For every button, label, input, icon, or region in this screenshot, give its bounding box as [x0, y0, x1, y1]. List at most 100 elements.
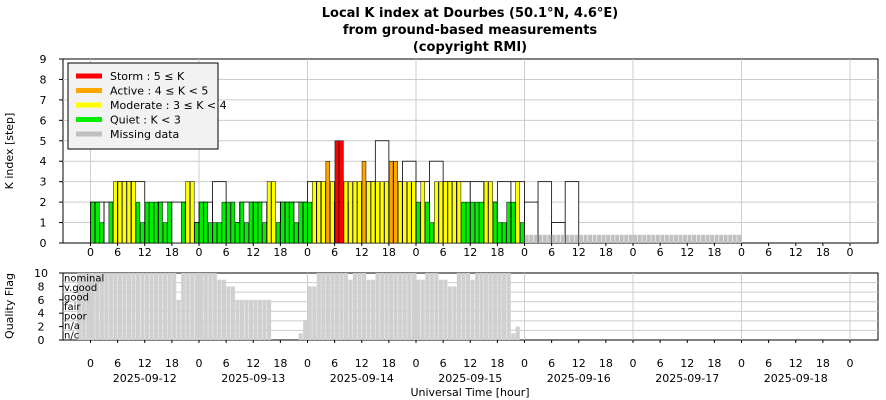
k-bar-1hour — [262, 222, 267, 244]
k-bar-1hour — [108, 201, 114, 244]
k-bar-missing — [606, 234, 611, 243]
k-x-tick-label: 6 — [548, 246, 555, 259]
q-x-tick-label: 6 — [223, 357, 230, 370]
k-bar-missing — [610, 234, 615, 243]
k-bar-1hour — [140, 222, 145, 244]
k-bar-missing — [583, 234, 588, 243]
quality-bar — [348, 279, 353, 340]
k-bar-missing — [633, 234, 638, 243]
k-bar-1hour — [384, 181, 389, 244]
quality-bar — [81, 273, 86, 340]
quality-bar — [420, 279, 425, 340]
date-label: 2025-09-14 — [330, 372, 394, 385]
quality-bar — [239, 299, 245, 340]
quality-bar — [361, 273, 367, 340]
k-x-tick-label: 12 — [572, 246, 586, 259]
q-x-tick-label: 18 — [273, 357, 287, 370]
k-bar-1hour — [289, 201, 294, 244]
quality-bar — [135, 273, 141, 340]
quality-bar — [497, 273, 502, 340]
quality-bar — [253, 299, 258, 340]
quality-bar — [140, 273, 145, 340]
q-x-tick-label: 0 — [521, 357, 528, 370]
k-bar-missing — [542, 234, 547, 243]
quality-bar — [425, 273, 430, 340]
quality-bars — [77, 273, 520, 340]
quality-x-ticks: 0 6 12 18 0 6 12 18 0 6 12 18 0 6 12 18 0 6 12 18 0 6 12 18 0 6 12… — [87, 340, 854, 370]
k-x-tick-label: 12 — [789, 246, 803, 259]
k-bar-1hour — [357, 181, 362, 244]
quality-bar — [257, 299, 263, 340]
k-bar-1hour — [352, 181, 358, 244]
quality-bar — [456, 273, 462, 340]
k-bar-1hour — [343, 181, 349, 244]
k-bar-1hour — [366, 181, 371, 244]
q-x-tick-label: 0 — [196, 357, 203, 370]
k-bar-missing — [624, 234, 629, 243]
k-bar-missing — [538, 234, 543, 243]
k-bar-1hour — [402, 181, 407, 244]
k-y-ticks: 0 1 2 3 4 5 6 7 8 9 — [40, 53, 63, 250]
quality-bar — [493, 273, 498, 340]
quality-bar — [303, 319, 308, 340]
quality-bar — [203, 273, 208, 340]
k-x-tick-label: 18 — [599, 246, 613, 259]
k-bar-1hour — [492, 201, 498, 244]
k-x-tick-label: 18 — [382, 246, 396, 259]
k-y-tick-label: 9 — [40, 53, 47, 66]
quality-category-label: fair — [64, 302, 81, 313]
quality-category-label: good — [64, 292, 89, 303]
quality-bar — [321, 273, 326, 340]
quality-bar — [99, 273, 104, 340]
k-x-tick-label: 18 — [490, 246, 504, 259]
k-bar-1hour — [221, 201, 227, 244]
quality-bar — [488, 273, 493, 340]
k-bar-missing — [597, 234, 602, 243]
k-bar-1hour — [199, 201, 204, 244]
k-bar-1hour — [190, 181, 195, 244]
quality-bar — [447, 286, 452, 340]
k-bar-1hour — [203, 201, 208, 244]
k-bar-missing — [687, 234, 692, 243]
k-bar-missing — [673, 234, 678, 243]
q-x-tick-label: 12 — [246, 357, 260, 370]
q-y-tick-label: 4 — [38, 307, 45, 320]
k-bar-missing — [560, 234, 565, 243]
k-bar-missing — [574, 234, 579, 243]
quality-bar — [226, 286, 231, 340]
k-bar-missing — [551, 234, 556, 243]
k-x-ticks: 0 6 12 18 0 6 12 18 0 6 12 18 0 6 12 18 0 6 12 18 0 6 12 18 0 6 12… — [87, 243, 854, 259]
k-bar-1hour — [239, 201, 245, 244]
quality-bar — [117, 273, 122, 340]
k-bar-missing — [710, 234, 715, 243]
legend-label-quiet: Quiet : K < 3 — [110, 114, 181, 127]
k-x-tick-label: 12 — [138, 246, 152, 259]
legend-label-active: Active : 4 ≤ K < 5 — [110, 85, 208, 98]
k-bar-1hour — [510, 201, 516, 244]
k-bar-missing — [570, 234, 574, 243]
k-x-tick-label: 12 — [463, 246, 477, 259]
k-bar-missing — [660, 234, 665, 243]
k-bar-missing — [529, 234, 534, 243]
k-bar-missing — [565, 234, 570, 243]
quality-bar — [181, 273, 186, 340]
q-x-tick-label: 6 — [657, 357, 664, 370]
legend-label-missing: Missing data — [110, 128, 179, 141]
q-x-tick-label: 0 — [87, 357, 94, 370]
quality-bar — [194, 273, 199, 340]
k-bar-missing — [579, 234, 583, 243]
quality-bar — [144, 273, 150, 340]
q-x-tick-label: 12 — [789, 357, 803, 370]
k-bar-missing — [728, 234, 733, 243]
k-x-tick-label: 12 — [355, 246, 369, 259]
q-y-tick-label: 0 — [38, 334, 45, 347]
k-bar-1hour — [126, 181, 132, 244]
k-bar-1hour — [303, 201, 308, 244]
k-y-tick-label: 5 — [40, 135, 47, 148]
k-bar-missing — [524, 234, 529, 243]
k-bar-missing — [705, 234, 710, 243]
quality-bar — [108, 273, 113, 340]
quality-y-axis-label: Quality Flag — [3, 273, 16, 339]
q-y-tick-label: 8 — [38, 280, 45, 293]
